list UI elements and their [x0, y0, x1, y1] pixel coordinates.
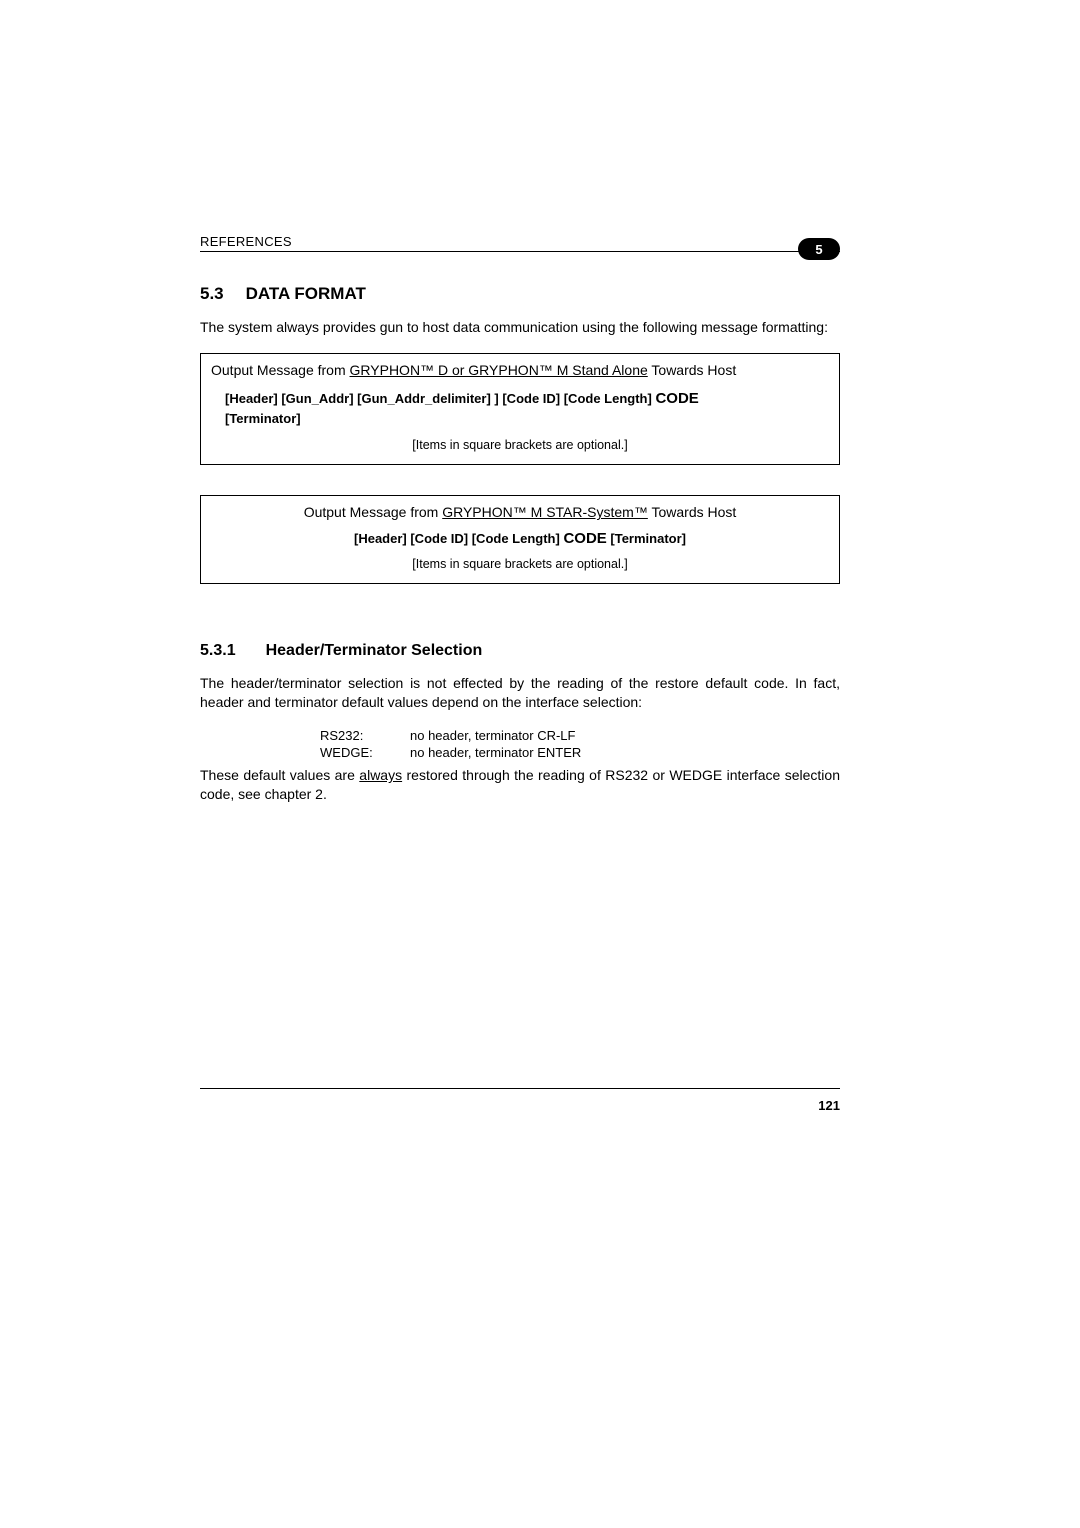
- para2-a: These default values are: [200, 767, 359, 783]
- box2-underlined: GRYPHON™ M STAR-System™: [442, 504, 648, 520]
- box1-prefix: Output Message from: [211, 362, 350, 378]
- box1-format-a: [Header] [Gun_Addr] [Gun_Addr_delimiter]…: [225, 391, 655, 406]
- box1-underlined: GRYPHON™ D or GRYPHON™ M Stand Alone: [350, 362, 648, 378]
- defaults-label: WEDGE:: [320, 745, 382, 760]
- subsection-para1: The header/terminator selection is not e…: [200, 674, 840, 712]
- section-number: 5.3: [200, 284, 224, 304]
- box2-format: [Header] [Code ID] [Code Length] CODE [T…: [211, 530, 829, 547]
- box2-prefix: Output Message from: [304, 504, 443, 520]
- box2-suffix: Towards Host: [648, 504, 736, 520]
- output-message-box-2: Output Message from GRYPHON™ M STAR-Syst…: [200, 495, 840, 584]
- footer-rule: [200, 1088, 840, 1089]
- page-content: REFERENCES 5 5.3 DATA FORMAT The system …: [200, 234, 840, 820]
- box2-code: CODE: [563, 530, 606, 547]
- running-header: REFERENCES 5: [200, 234, 840, 252]
- subsection-heading: 5.3.1 Header/Terminator Selection: [200, 642, 840, 660]
- box2-header: Output Message from GRYPHON™ M STAR-Syst…: [211, 504, 829, 520]
- subsection-number: 5.3.1: [200, 642, 236, 660]
- defaults-value: no header, terminator ENTER: [410, 745, 581, 760]
- chapter-badge: 5: [798, 238, 840, 260]
- box1-note: [Items in square brackets are optional.]: [211, 438, 829, 452]
- subsection-para2: These default values are always restored…: [200, 766, 840, 804]
- box1-format-b: [Terminator]: [225, 411, 301, 426]
- box2-format-a: [Header] [Code ID] [Code Length]: [354, 531, 563, 546]
- defaults-value: no header, terminator CR-LF: [410, 728, 575, 743]
- box2-format-b: [Terminator]: [607, 531, 686, 546]
- section-heading: 5.3 DATA FORMAT: [200, 284, 840, 304]
- defaults-list: RS232: no header, terminator CR-LF WEDGE…: [320, 728, 840, 760]
- box1-suffix: Towards Host: [648, 362, 736, 378]
- box1-format: [Header] [Gun_Addr] [Gun_Addr_delimiter]…: [211, 388, 829, 429]
- section-intro: The system always provides gun to host d…: [200, 318, 840, 337]
- defaults-row: RS232: no header, terminator CR-LF: [320, 728, 840, 743]
- defaults-row: WEDGE: no header, terminator ENTER: [320, 745, 840, 760]
- para2-underlined: always: [359, 767, 402, 783]
- header-label: REFERENCES: [200, 234, 292, 249]
- page-number: 121: [200, 1098, 840, 1113]
- box1-code: CODE: [655, 390, 698, 407]
- box1-header: Output Message from GRYPHON™ D or GRYPHO…: [211, 362, 829, 378]
- defaults-label: RS232:: [320, 728, 382, 743]
- box2-note: [Items in square brackets are optional.]: [211, 557, 829, 571]
- output-message-box-1: Output Message from GRYPHON™ D or GRYPHO…: [200, 353, 840, 466]
- section-title: DATA FORMAT: [246, 284, 366, 304]
- subsection-title: Header/Terminator Selection: [266, 642, 483, 660]
